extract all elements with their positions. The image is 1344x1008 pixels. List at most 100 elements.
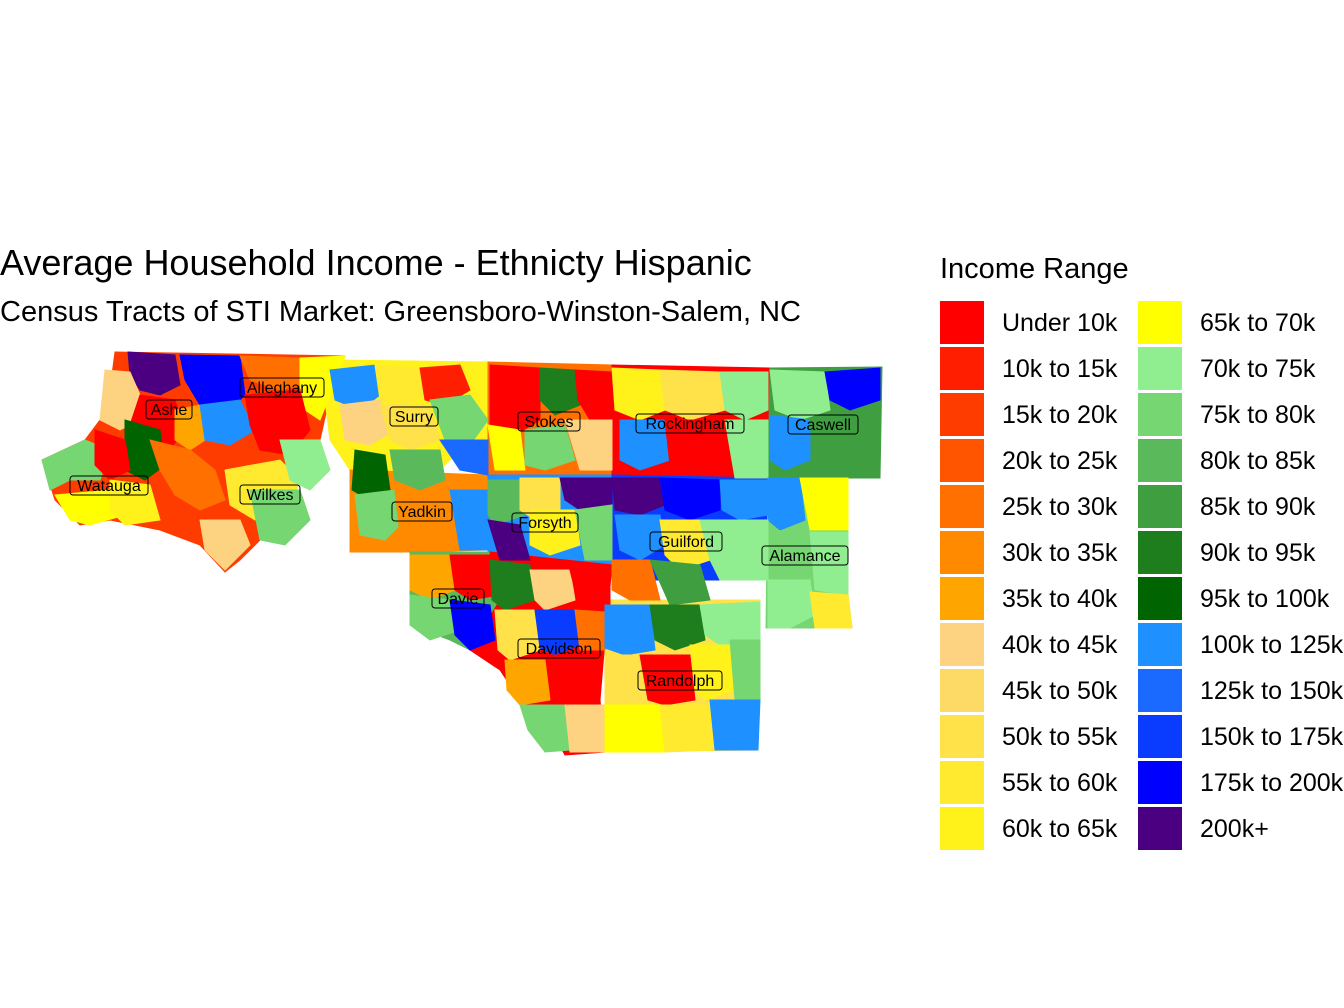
legend-item: 35k to 40k [940,576,1140,622]
legend-item: 40k to 45k [940,622,1140,668]
county-name: Guilford [658,534,714,551]
legend-label: 200k+ [1200,815,1269,843]
tract-region [239,355,301,391]
county-label-box [391,501,453,522]
tract-region [174,404,206,451]
county-label: Davie [431,588,485,609]
tract-region [709,699,761,751]
tract-region [574,609,606,651]
tract-region [379,404,441,451]
legend-label: 55k to 60k [1002,769,1118,797]
tract-region [689,644,736,701]
legend-swatch [940,623,984,666]
legend-label: 80k to 85k [1200,447,1316,475]
county-label-box [517,411,581,432]
legend-item: 50k to 55k [940,714,1140,760]
county-label-box [511,512,579,533]
county-name: Alamance [769,548,840,565]
legend-label: 150k to 175k [1200,723,1344,751]
tract-region [279,439,331,491]
map-title: Average Household Income - Ethnicty Hisp… [0,242,752,283]
tract-region [799,477,849,531]
tract-region [699,519,769,581]
county-label: Guilford [649,531,723,552]
legend-swatch [940,715,984,758]
county-label: Forsyth [511,512,579,533]
tract-region [504,659,551,706]
tract-region [524,424,576,471]
county-label-box [69,475,149,496]
tract-region [659,477,721,521]
tract-region [487,479,526,526]
legend-item: 25k to 30k [940,484,1140,530]
county-label-box [239,377,325,398]
tract-region [611,559,661,601]
tract-region [489,364,541,436]
tract-region [374,364,426,411]
county-label-box [761,545,849,566]
tract-region [719,371,769,421]
legend-label: 35k to 40k [1002,585,1118,613]
county-label: Randolph [637,670,723,691]
legend-swatch [940,669,984,712]
legend-item: 30k to 35k [940,530,1140,576]
legend-label: 90k to 95k [1200,539,1316,567]
legend-swatch [940,439,984,482]
legend-item: 20k to 25k [940,438,1140,484]
legend-label: 175k to 200k [1200,769,1344,797]
tract-region [487,519,531,561]
tract-region [394,489,456,546]
legend-label: 75k to 80k [1200,401,1316,429]
tract-region [729,639,761,701]
legend-label: 50k to 55k [1002,723,1118,751]
county-label: Davidson [517,638,601,659]
legend-swatch [1138,439,1182,482]
legend-label: 45k to 50k [1002,677,1118,705]
county-label: Wilkes [239,484,301,505]
county-label: Stokes [517,411,581,432]
tract-region [529,569,576,611]
county-label: Ashe [145,399,193,420]
legend: Under 10k 10k to 15k 15k to 20k 20k to 25k 2… [940,300,1344,852]
legend-label: 40k to 45k [1002,631,1118,659]
tract-region [719,479,769,521]
legend-label: 125k to 150k [1200,677,1344,705]
county-name: Ashe [151,402,188,419]
legend-item: 10k to 15k [940,346,1140,392]
county-label: Surry [389,406,439,427]
legend-swatch [1138,347,1182,390]
tract-region [539,367,581,416]
legend-item: 175k to 200k [1138,760,1343,806]
legend-label: 60k to 65k [1002,815,1118,843]
legend-item: 80k to 85k [1138,438,1338,484]
tract-region [41,439,111,491]
tract-region [544,654,601,706]
tract-region [494,609,541,661]
legend-swatch [940,761,984,804]
county-name: Surry [395,409,433,426]
county-name: Stokes [525,414,574,431]
legend-swatch [940,393,984,436]
legend-item: 65k to 70k [1138,300,1338,346]
tract-region [809,409,881,479]
county-name: Randolph [646,673,715,690]
tract-region [94,429,131,481]
tract-region [604,604,656,656]
county-label-box [145,399,193,420]
tract-region [199,519,251,571]
choropleth-map: Alleghany Ashe Surry Stokes Rockingham Caswel… [41,351,883,756]
legend-label: 95k to 100k [1200,585,1330,613]
tract-region [449,489,489,551]
legend-item: 90k to 95k [1138,530,1338,576]
tract-region [534,609,581,656]
legend-swatch [1138,623,1182,666]
legend-swatch [940,485,984,528]
tract-region [767,477,806,531]
tract-region [824,367,881,411]
county-label: Yadkin [391,501,453,522]
legend-label: 100k to 125k [1200,631,1344,659]
legend-swatch [940,301,984,344]
legend-swatch [1138,807,1182,850]
tract-region [429,394,489,446]
tract-region [564,704,606,753]
